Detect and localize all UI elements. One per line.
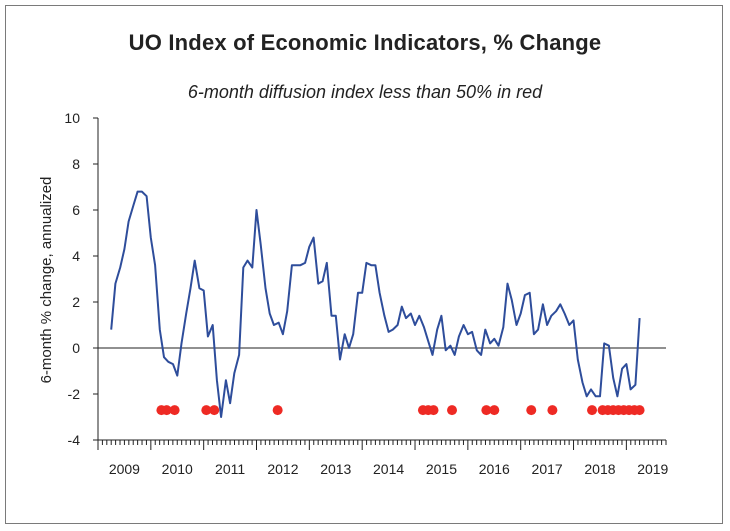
y-tick-label: -2 [68,386,81,402]
x-tick-label: 2009 [109,461,140,477]
chart-subtitle: 6-month diffusion index less than 50% in… [187,82,543,102]
red-dot [161,405,172,416]
y-tick-label: 4 [72,248,80,264]
red-dot [489,405,500,416]
chart-title: UO Index of Economic Indicators, % Chang… [128,30,602,55]
y-tick-label: 8 [72,156,80,172]
red-dot [447,405,458,416]
x-tick-label: 2012 [267,461,298,477]
x-tick-label: 2013 [320,461,351,477]
x-tick-label: 2016 [479,461,510,477]
red-dot [526,405,537,416]
y-tick-label: 2 [72,294,80,310]
red-dot [209,405,220,416]
y-axis-label: 6-month % change, annualized [38,177,55,384]
x-tick-label: 2010 [162,461,193,477]
red-dot [272,405,283,416]
red-dot [634,405,645,416]
axes: 10 8 6 4 2 0 -2 -4 2009 2010 2011 2012 2013 2014 2015 2… [64,110,668,477]
red-dot [169,405,180,416]
y-tick-label: 0 [72,340,80,356]
red-dots-group [156,405,645,416]
series-line [110,190,641,418]
series-group [110,190,641,418]
x-tick-label: 2015 [426,461,457,477]
red-dot [481,405,492,416]
x-tick-label: 2011 [215,461,245,477]
red-dot [587,405,598,416]
red-dot [428,405,439,416]
x-tick-label: 2018 [584,461,615,477]
x-tick-label: 2014 [373,461,404,477]
x-tick-label: 2017 [532,461,563,477]
red-dot [547,405,558,416]
y-tick-label: -4 [68,432,81,448]
y-tick-label: 6 [72,202,80,218]
y-tick-label: 10 [64,110,80,126]
x-tick-label: 2019 [637,461,668,477]
red-dot [201,405,212,416]
chart-frame [5,5,723,524]
